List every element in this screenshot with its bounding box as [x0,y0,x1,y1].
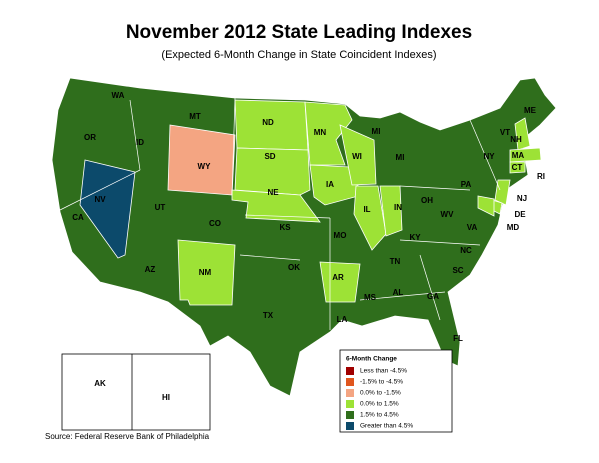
state-label: DE [514,210,526,219]
legend-label: 1.5% to 4.5% [360,412,399,419]
state-label: AL [393,288,404,297]
state-label: CO [209,219,221,228]
state-label: GA [427,292,439,301]
state-shape [79,159,136,259]
state-label: OK [288,263,300,272]
legend-swatch [346,378,354,386]
state-shape [509,147,542,163]
state-border [399,185,471,191]
state-shape [514,117,531,151]
state-label: CA [72,213,84,222]
legend-label: 0.0% to -1.5% [360,390,401,397]
state-shape [309,164,363,206]
legend-title: 6-Month Change [346,356,397,363]
title: November 2012 State Leading Indexes [126,22,472,43]
state-shape [477,195,495,217]
state-label: RI [537,172,545,181]
state-label: NY [483,152,495,161]
state-label: ND [262,118,274,127]
state-label: MI [396,153,405,162]
state-label: VT [500,128,510,137]
state-label: KS [279,223,291,232]
us-map [51,77,557,409]
state-shape [379,185,403,237]
state-label: SD [264,152,275,161]
state-border [399,239,481,246]
source: Source: Federal Reserve Bank of Philadel… [45,432,210,441]
state-shape [339,124,377,186]
state-label: NC [460,246,472,255]
state-label: AK [94,379,106,388]
state-label: IN [394,203,402,212]
state-label: PA [461,180,472,189]
state-label: OR [84,133,96,142]
legend-label: -1.5% to -4.5% [360,379,403,386]
state-label: AR [332,273,344,282]
state-label: VA [467,223,478,232]
legend-swatch [346,367,354,375]
state-label: NH [510,135,522,144]
state-label: AZ [145,265,156,274]
state-label: MI [372,127,381,136]
state-label: NM [199,268,212,277]
state-label: NE [267,188,279,197]
state-border [129,99,141,171]
state-label: KY [409,233,421,242]
state-shape [509,161,526,174]
state-label: NJ [517,194,527,203]
state-border [419,254,441,321]
state-label: MS [364,293,377,302]
legend-swatch [346,400,354,408]
state-label: WA [112,91,125,100]
state-label: SC [452,266,463,275]
state-shape [167,124,236,196]
legend-box [339,349,453,433]
state-label: TN [390,257,401,266]
legend-label: Less than -4.5% [360,368,407,375]
state-label: MT [189,112,201,121]
subtitle: (Expected 6-Month Change in State Coinci… [161,49,436,61]
state-label: TX [263,311,274,320]
state-shape [353,185,387,251]
state-shape [231,189,321,223]
state-border [244,214,331,219]
state-label: MD [507,223,520,232]
state-label: WV [441,210,455,219]
state-border [231,97,236,196]
state-label: IL [363,205,370,214]
state-label: UT [155,203,166,212]
legend-swatch [346,422,354,430]
state-label: MN [314,128,327,137]
state-label: ID [136,138,144,147]
state-label: FL [453,334,463,343]
legend-swatch [346,389,354,397]
state-label: MO [334,231,347,240]
state-shape [234,147,311,196]
legend-swatch [346,411,354,419]
state-label: LA [337,315,348,324]
state-label: NV [94,195,106,204]
state-label: IA [326,180,334,189]
state-border [469,119,501,191]
state-label: MA [512,151,525,160]
state-label: OH [421,196,433,205]
state-shape [177,239,236,306]
state-label: WI [352,152,362,161]
state-border [359,291,446,301]
state-label: HI [162,393,170,402]
state-border [239,254,301,261]
legend-label: Greater than 4.5% [360,423,413,430]
state-label: CT [512,163,523,172]
state-border [59,169,141,211]
legend-label: 0.0% to 1.5% [360,401,399,408]
inset-box [61,353,211,431]
state-label: WY [198,162,212,171]
state-label: ME [524,106,537,115]
